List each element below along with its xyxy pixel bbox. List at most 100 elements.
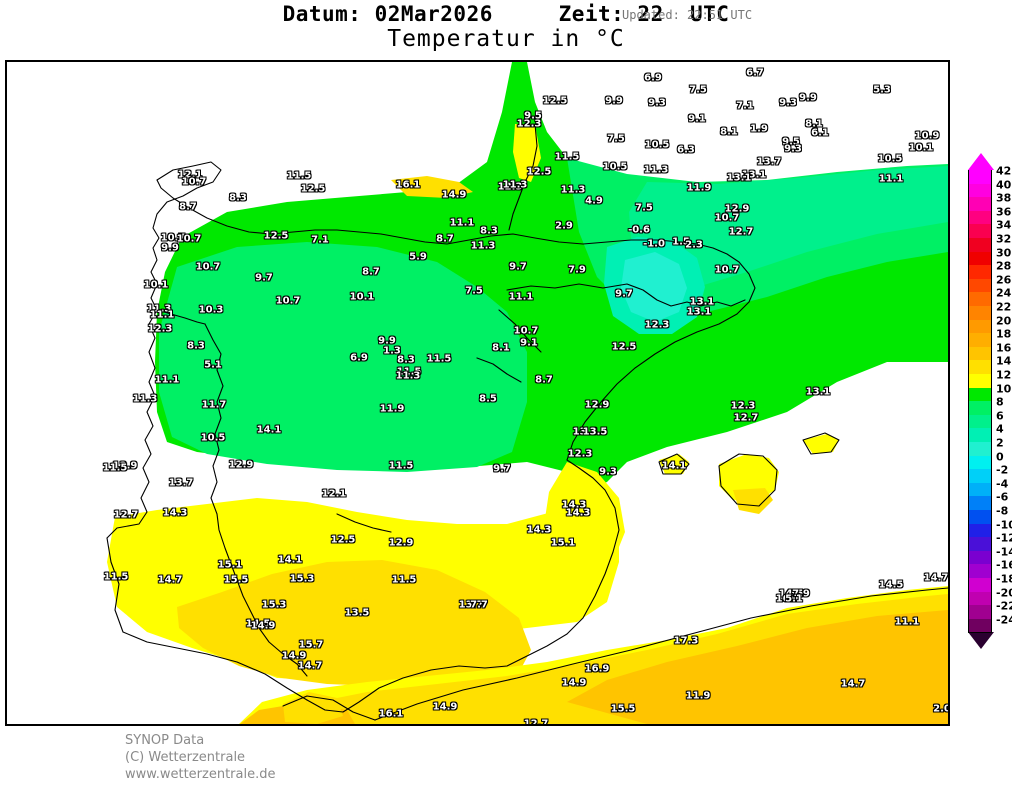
colorbar-tick-label: -22 bbox=[996, 599, 1012, 613]
colorbar-tick-label: 34 bbox=[996, 218, 1012, 232]
band-16-18-africa bbox=[567, 610, 948, 724]
coastline-east-spain bbox=[566, 241, 756, 461]
colorbar-band bbox=[968, 496, 992, 511]
colorbar-band bbox=[968, 265, 992, 280]
colorbar-band bbox=[968, 374, 992, 389]
colorbar-tick-label: -4 bbox=[996, 477, 1009, 491]
colorbar-tick-label: 36 bbox=[996, 205, 1012, 219]
river-central bbox=[476, 357, 522, 383]
footer-line-copyright: (C) Wetterzentrale bbox=[125, 750, 246, 765]
colorbar-tick-label: 10 bbox=[996, 382, 1012, 396]
outline-mallorca bbox=[718, 453, 778, 507]
colorbar-band bbox=[968, 197, 992, 212]
colorbar-tick-label: 0 bbox=[996, 450, 1004, 464]
colorbar-band bbox=[968, 618, 992, 633]
colorbar-band bbox=[968, 455, 992, 470]
header-date-time: Datum: 02Mar2026 Zeit: 22 UTC bbox=[282, 2, 730, 26]
border-portugal-north bbox=[156, 309, 206, 325]
colorbar-band bbox=[968, 210, 992, 225]
colorbar-tick-label: 26 bbox=[996, 273, 1012, 287]
band-14-16-andalucia bbox=[177, 560, 531, 688]
colorbar-tick-label: 24 bbox=[996, 286, 1012, 300]
band-2-4-pyrenees-core bbox=[621, 252, 687, 322]
colorbar-tick-label: 40 bbox=[996, 178, 1012, 192]
page-header: Datum: 02Mar2026 Zeit: 22 UTC Updated: 2… bbox=[0, 0, 1012, 58]
outline-france-coast bbox=[508, 123, 538, 231]
colorbar-band bbox=[968, 591, 992, 606]
colorbar-tick-label: -2 bbox=[996, 463, 1009, 477]
colorbar-band bbox=[968, 537, 992, 552]
colorbar-band bbox=[968, 442, 992, 457]
temperature-colorbar[interactable]: 42 40 38 36 34 32 30 28 26 24 22 20 18 16 14 12 10 8 6 4 2 0-… bbox=[966, 152, 1012, 650]
colorbar-tick-label: -18 bbox=[996, 572, 1012, 586]
colorbar-band bbox=[968, 224, 992, 239]
colorbar-band bbox=[968, 578, 992, 593]
colorbar-tick-label: 20 bbox=[996, 314, 1012, 328]
colorbar-tick-label: 14 bbox=[996, 354, 1012, 368]
colorbar-tick-label: -16 bbox=[996, 558, 1012, 572]
colorbar-band bbox=[968, 278, 992, 293]
colorbar-band bbox=[968, 183, 992, 198]
band-12-14-se-coast bbox=[543, 462, 625, 592]
colorbar-tick-label: 22 bbox=[996, 300, 1012, 314]
colorbar-tick-label: -12 bbox=[996, 531, 1012, 545]
footer-line-synop: SYNOP Data bbox=[125, 733, 205, 748]
band-12-14-menorca bbox=[803, 434, 839, 454]
colorbar-band bbox=[968, 523, 992, 538]
colorbar-tick-label: -8 bbox=[996, 504, 1009, 518]
colorbar-band bbox=[968, 360, 992, 375]
colorbar-band bbox=[968, 170, 992, 185]
colorbar-tick-label: 38 bbox=[996, 191, 1012, 205]
colorbar-band bbox=[968, 306, 992, 321]
colorbar-band bbox=[968, 401, 992, 416]
coast-morocco bbox=[282, 695, 376, 721]
outline-menorca bbox=[802, 432, 840, 455]
colorbar-tick-label: 8 bbox=[996, 395, 1004, 409]
band-8-10 bbox=[159, 242, 527, 472]
coastline-portugal-south bbox=[106, 537, 308, 701]
colorbar-bottom-arrow bbox=[968, 632, 994, 650]
band-6-8-ne bbox=[629, 166, 948, 287]
colorbar-band bbox=[968, 482, 992, 497]
coastline-north-spain bbox=[156, 179, 682, 245]
river-guadalquivir bbox=[336, 513, 392, 533]
band-14-16-mallorca-south bbox=[733, 488, 773, 514]
colorbar-band bbox=[968, 238, 992, 253]
colorbar-band bbox=[968, 550, 992, 565]
colorbar-band bbox=[968, 333, 992, 348]
colorbar-tick-label: 12 bbox=[996, 368, 1012, 382]
colorbar-band bbox=[968, 387, 992, 402]
colorbar-band bbox=[968, 564, 992, 579]
colorbar-tick-label: 30 bbox=[996, 246, 1012, 260]
band-12-14-nw-sliver bbox=[513, 124, 541, 182]
colorbar-tick-label: 6 bbox=[996, 409, 1004, 423]
coastline-south-spain bbox=[306, 459, 620, 713]
colorbar-band bbox=[968, 346, 992, 361]
footer-credits: SYNOP Data (C) Wetterzentrale www.wetter… bbox=[125, 732, 275, 783]
colorbar-top-arrow bbox=[968, 153, 994, 170]
colorbar-band bbox=[968, 319, 992, 334]
colorbar-band bbox=[968, 605, 992, 620]
colorbar-tick-label: 2 bbox=[996, 436, 1004, 450]
colorbar-tick-label: 32 bbox=[996, 232, 1012, 246]
colorbar-band bbox=[968, 292, 992, 307]
colorbar-tick-label: 42 bbox=[996, 164, 1012, 178]
colorbar-tick-label: -10 bbox=[996, 518, 1012, 532]
colorbar-band bbox=[968, 251, 992, 266]
colorbar-tick-label: -14 bbox=[996, 545, 1012, 559]
colorbar-band bbox=[968, 428, 992, 443]
border-france-spain bbox=[506, 283, 746, 307]
colorbar-tick-label: 16 bbox=[996, 341, 1012, 355]
colorbar-tick-label: -20 bbox=[996, 586, 1012, 600]
coast-africa bbox=[374, 587, 948, 721]
river-ebro bbox=[498, 309, 542, 353]
band-12-14-cantabrian bbox=[391, 176, 473, 198]
temperature-map[interactable]: 6.9 6.7 5.3 9.9 9.3 7.5 7.1 9.3 9.9 12.5 12.3 9.5 9.… bbox=[5, 60, 950, 726]
colorbar-tick-label: 4 bbox=[996, 422, 1004, 436]
colorbar-tick-label: 18 bbox=[996, 327, 1012, 341]
temperature-contour-canvas bbox=[7, 62, 948, 724]
outline-ibiza bbox=[658, 453, 690, 475]
colorbar-tick-label: -6 bbox=[996, 490, 1009, 504]
page-title: Temperatur in °C bbox=[387, 26, 625, 52]
colorbar-band bbox=[968, 510, 992, 525]
